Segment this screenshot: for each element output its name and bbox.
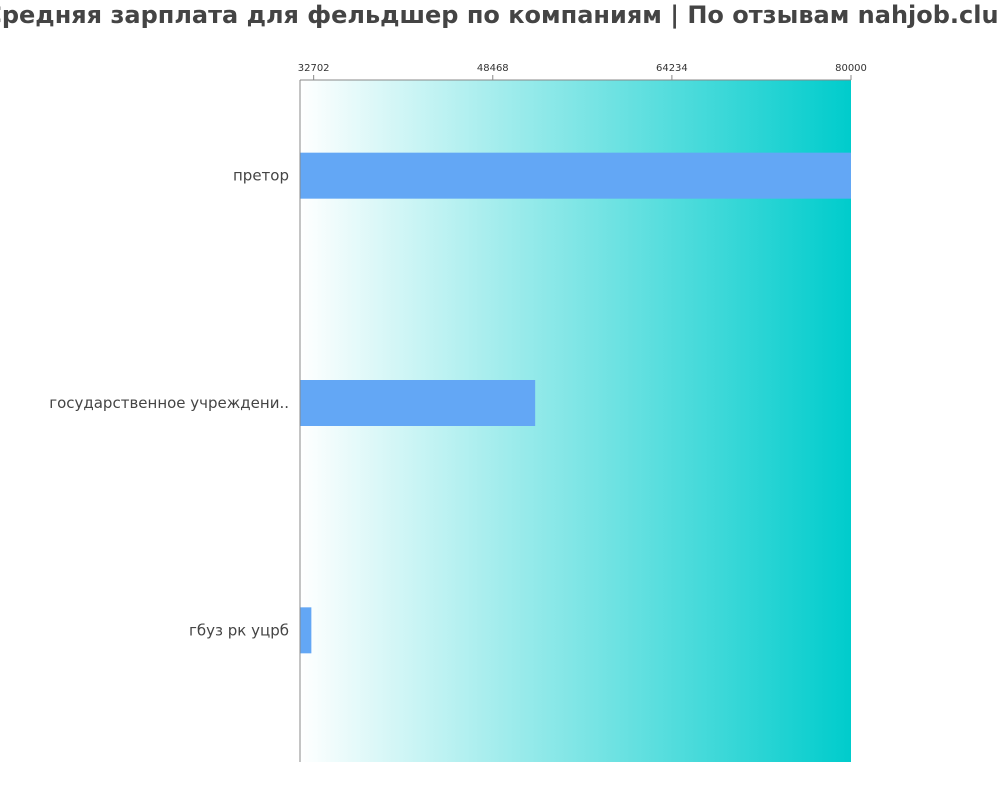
bar bbox=[300, 380, 536, 426]
category-label: государственное учреждени.. bbox=[49, 394, 289, 412]
chart-title: Средняя зарплата для фельдшер по компани… bbox=[0, 1, 1000, 29]
x-axis-ticks: 32702 48468 64234 80000 bbox=[298, 63, 867, 80]
x-tick-label: 32702 bbox=[298, 63, 330, 74]
category-label: гбуз рк уцрб bbox=[189, 621, 289, 639]
x-tick-label: 80000 bbox=[835, 63, 867, 74]
x-tick-label: 64234 bbox=[656, 63, 688, 74]
category-label: претор bbox=[233, 167, 289, 185]
category-labels: претор государственное учреждени.. гбуз рк… bbox=[49, 167, 289, 640]
bar bbox=[300, 607, 312, 654]
bars bbox=[300, 152, 851, 654]
bar bbox=[300, 152, 851, 199]
x-tick-label: 48468 bbox=[477, 63, 509, 74]
